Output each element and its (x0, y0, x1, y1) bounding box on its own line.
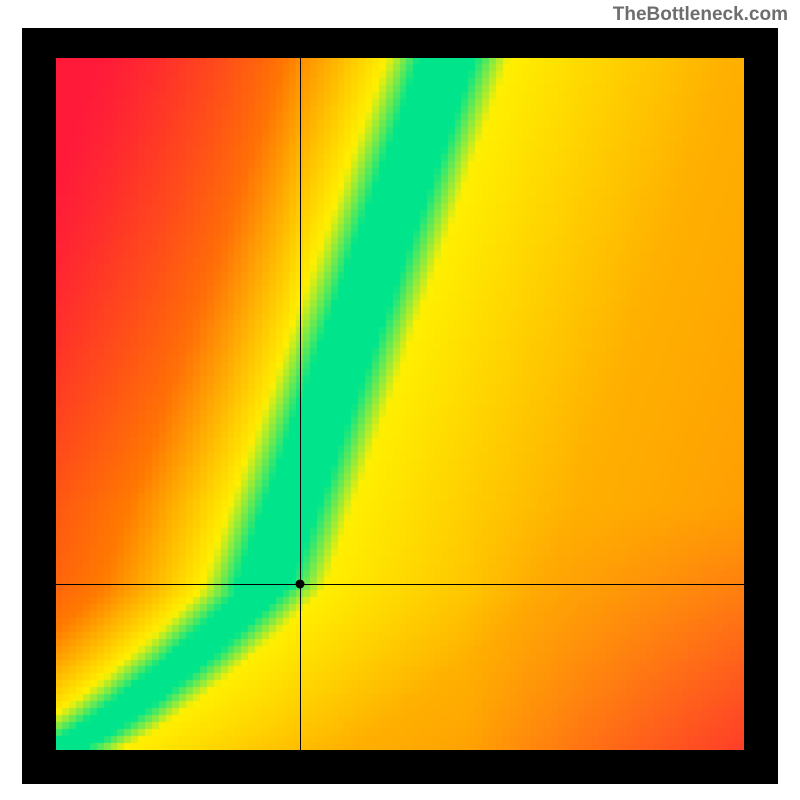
plot-frame (22, 28, 778, 784)
heatmap-canvas (56, 58, 744, 750)
marker-dot (296, 579, 305, 588)
crosshair-vertical (300, 58, 301, 750)
crosshair-horizontal (56, 584, 744, 585)
chart-container: TheBottleneck.com (0, 0, 800, 800)
attribution-text: TheBottleneck.com (613, 4, 788, 26)
plot-area (56, 58, 744, 750)
